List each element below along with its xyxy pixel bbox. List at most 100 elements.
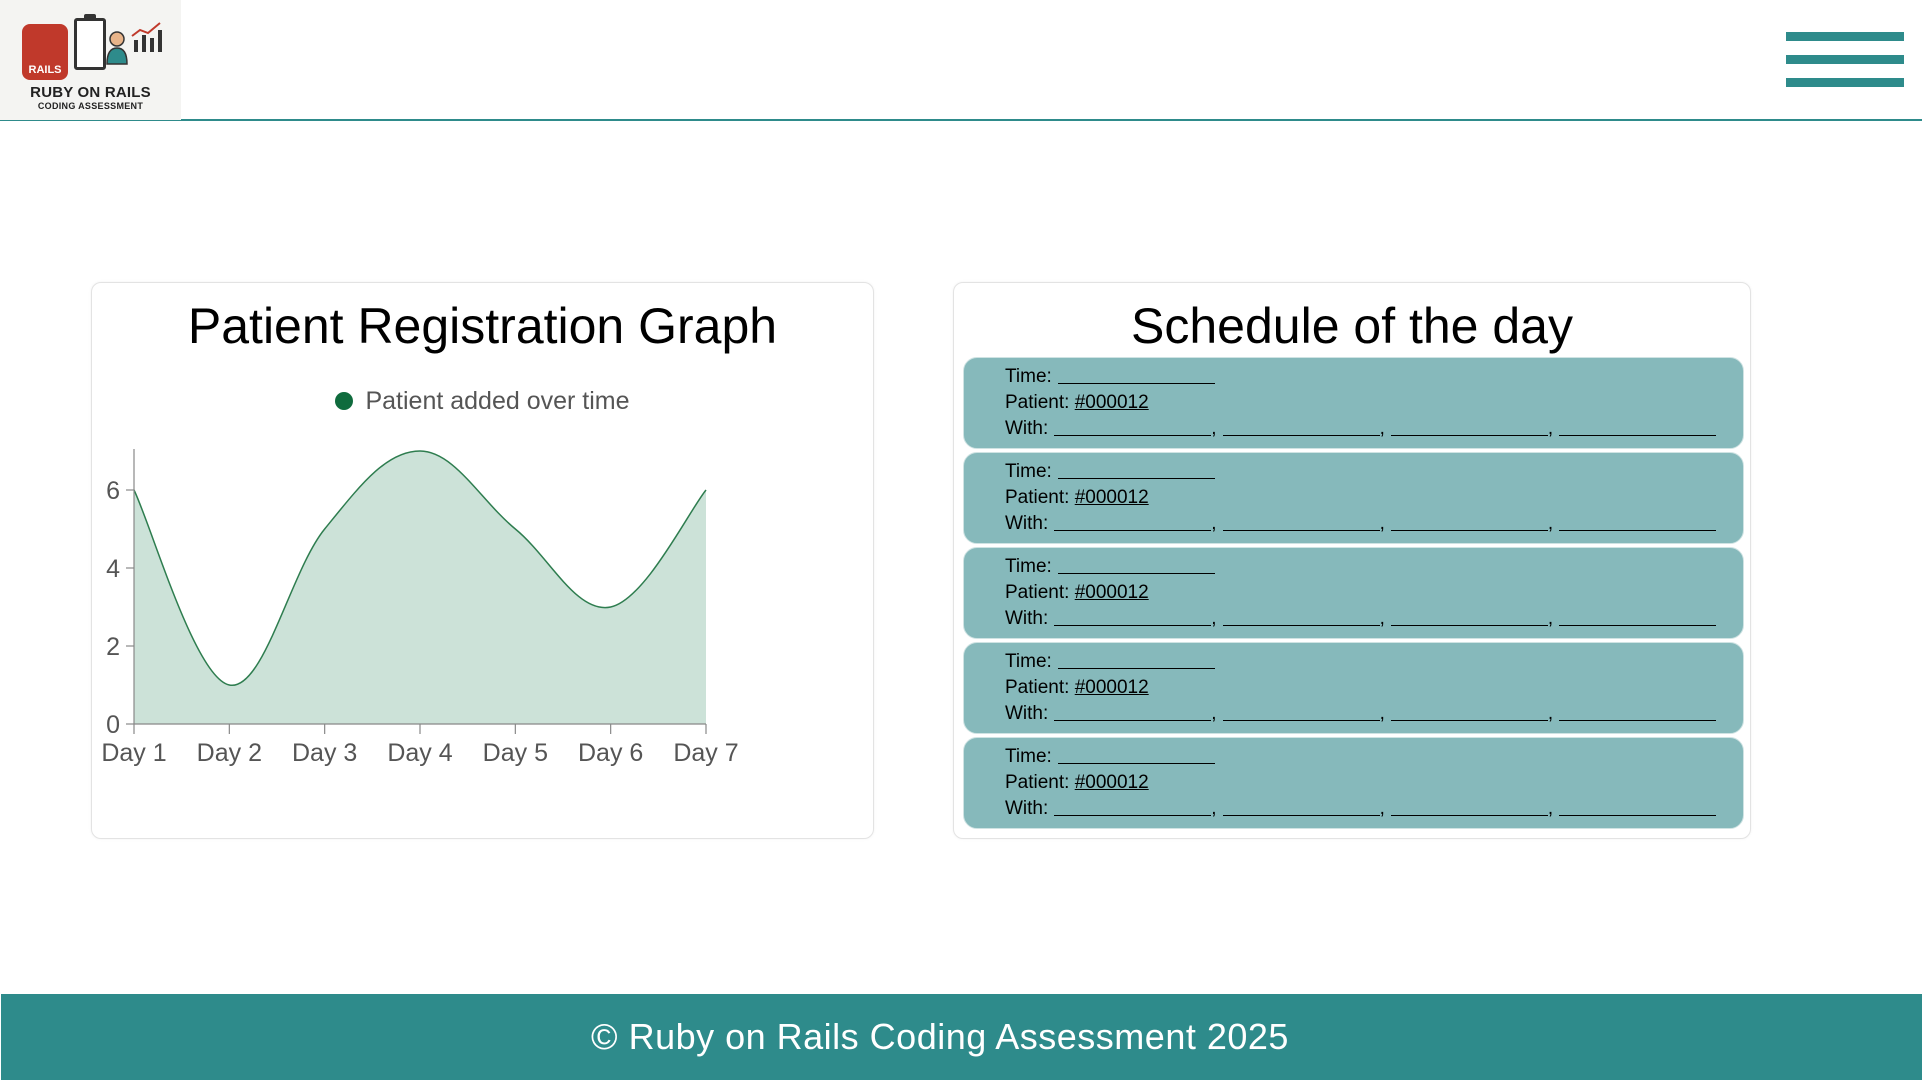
- time-line: Time:: [1005, 649, 1743, 675]
- registration-area-chart: 0 2 4 6 Day 1 Day 2 Day 3 Day 4 Day 5 Day 6 Day 7: [101, 449, 739, 767]
- time-blank: [1057, 556, 1215, 574]
- with-blank: [1390, 798, 1548, 816]
- bar-chart-icon: [131, 22, 162, 52]
- schedule-slot: Time: Patient: #000012 With:,,,: [963, 357, 1744, 449]
- with-blank: [1559, 798, 1717, 816]
- chart-legend[interactable]: Patient added over time: [92, 387, 873, 416]
- with-blank: [1222, 608, 1380, 626]
- patient-id-link[interactable]: #000012: [1074, 487, 1149, 508]
- with-blank: [1054, 703, 1212, 721]
- schedule-title: Schedule of the day: [1131, 298, 1573, 354]
- with-blank: [1054, 608, 1212, 626]
- patient-line: Patient: #000012: [1005, 675, 1743, 701]
- menu-bar: [1786, 55, 1904, 64]
- time-line: Time:: [1005, 364, 1743, 390]
- x-tick-label: Day 6: [578, 739, 643, 767]
- schedule-list: Time: Patient: #000012 With:,,, Time: Patien…: [963, 357, 1744, 832]
- with-blank: [1390, 418, 1548, 436]
- with-blank: [1054, 798, 1212, 816]
- time-label: Time:: [1005, 556, 1052, 577]
- logo-subtitle: CODING ASSESSMENT: [37, 101, 144, 111]
- with-blank: [1222, 798, 1380, 816]
- patient-id-link[interactable]: #000012: [1074, 772, 1149, 793]
- x-tick-label: Day 7: [673, 739, 738, 767]
- time-blank: [1057, 461, 1215, 479]
- menu-bar: [1786, 32, 1904, 41]
- time-label: Time:: [1005, 746, 1052, 767]
- time-line: Time:: [1005, 459, 1743, 485]
- legend-dot-icon: [335, 392, 354, 410]
- menu-bar: [1786, 78, 1904, 87]
- page-footer: © Ruby on Rails Coding Assessment 2025: [1, 994, 1922, 1080]
- patient-line: Patient: #000012: [1005, 580, 1743, 606]
- with-blank: [1559, 703, 1717, 721]
- doctor-icon: [106, 31, 128, 65]
- legend-label: Patient added over time: [365, 387, 630, 415]
- with-blank: [1222, 513, 1380, 531]
- time-line: Time:: [1005, 554, 1743, 580]
- with-label: With:: [1005, 418, 1049, 439]
- schedule-card: Schedule of the day Time: Patient: #00001…: [953, 282, 1751, 839]
- patient-label: Patient:: [1005, 487, 1070, 508]
- series-area: [134, 451, 706, 724]
- with-line: With:,,,: [1005, 701, 1743, 727]
- with-line: With:,,,: [1005, 511, 1743, 537]
- series-line: [133, 450, 707, 686]
- with-label: With:: [1005, 513, 1049, 534]
- with-blank: [1559, 418, 1717, 436]
- with-line: With:,,,: [1005, 796, 1743, 822]
- time-label: Time:: [1005, 651, 1052, 672]
- with-blank: [1559, 513, 1717, 531]
- patient-line: Patient: #000012: [1005, 770, 1743, 796]
- logo-badge-text: RAILS: [28, 64, 62, 76]
- x-tick-label: Day 3: [292, 739, 357, 767]
- schedule-slot: Time: Patient: #000012 With:,,,: [963, 737, 1744, 829]
- with-label: With:: [1005, 798, 1049, 819]
- time-line: Time:: [1005, 744, 1743, 770]
- schedule-slot: Time: Patient: #000012 With:,,,: [963, 452, 1744, 544]
- with-blank: [1222, 418, 1380, 436]
- graph-title: Patient Registration Graph: [187, 298, 778, 354]
- patient-id-link[interactable]: #000012: [1074, 582, 1149, 603]
- with-blank: [1390, 513, 1548, 531]
- with-label: With:: [1005, 608, 1049, 629]
- y-tick-label: 2: [106, 633, 120, 661]
- time-blank: [1057, 366, 1215, 384]
- clipboard-icon: [74, 18, 106, 70]
- patient-label: Patient:: [1005, 772, 1070, 793]
- patient-id-link[interactable]: #000012: [1074, 677, 1149, 698]
- with-blank: [1222, 703, 1380, 721]
- y-tick-label: 4: [106, 555, 120, 583]
- patient-label: Patient:: [1005, 582, 1070, 603]
- time-label: Time:: [1005, 366, 1052, 387]
- patient-label: Patient:: [1005, 392, 1070, 413]
- x-tick-label: Day 4: [387, 739, 452, 767]
- x-tick-label: Day 5: [483, 739, 548, 767]
- logo-title: RUBY ON RAILS: [30, 84, 151, 101]
- x-tick-label: Day 2: [197, 739, 262, 767]
- with-line: With:,,,: [1005, 416, 1743, 442]
- top-header: RAILS RUBY ON RAILS CODING ASSESSMENT: [0, 0, 1922, 121]
- patient-line: Patient: #000012: [1005, 390, 1743, 416]
- patient-line: Patient: #000012: [1005, 485, 1743, 511]
- time-blank: [1057, 746, 1215, 764]
- with-blank: [1390, 703, 1548, 721]
- footer-copyright: © Ruby on Rails Coding Assessment 2025: [591, 1016, 1289, 1057]
- with-line: With:,,,: [1005, 606, 1743, 632]
- hamburger-menu-icon[interactable]: [1786, 30, 1904, 92]
- time-label: Time:: [1005, 461, 1052, 482]
- with-blank: [1054, 418, 1212, 436]
- rails-logo-icon: [22, 24, 68, 80]
- x-tick-label: Day 1: [101, 739, 166, 767]
- with-label: With:: [1005, 703, 1049, 724]
- patient-id-link[interactable]: #000012: [1074, 392, 1149, 413]
- with-blank: [1559, 608, 1717, 626]
- schedule-slot: Time: Patient: #000012 With:,,,: [963, 547, 1744, 639]
- patient-label: Patient:: [1005, 677, 1070, 698]
- app-logo[interactable]: RAILS RUBY ON RAILS CODING ASSESSMENT: [0, 0, 181, 120]
- y-tick-label: 0: [106, 711, 120, 739]
- with-blank: [1390, 608, 1548, 626]
- with-blank: [1054, 513, 1212, 531]
- patient-registration-card: Patient Registration Graph Patient added…: [91, 282, 874, 839]
- schedule-slot: Time: Patient: #000012 With:,,,: [963, 642, 1744, 734]
